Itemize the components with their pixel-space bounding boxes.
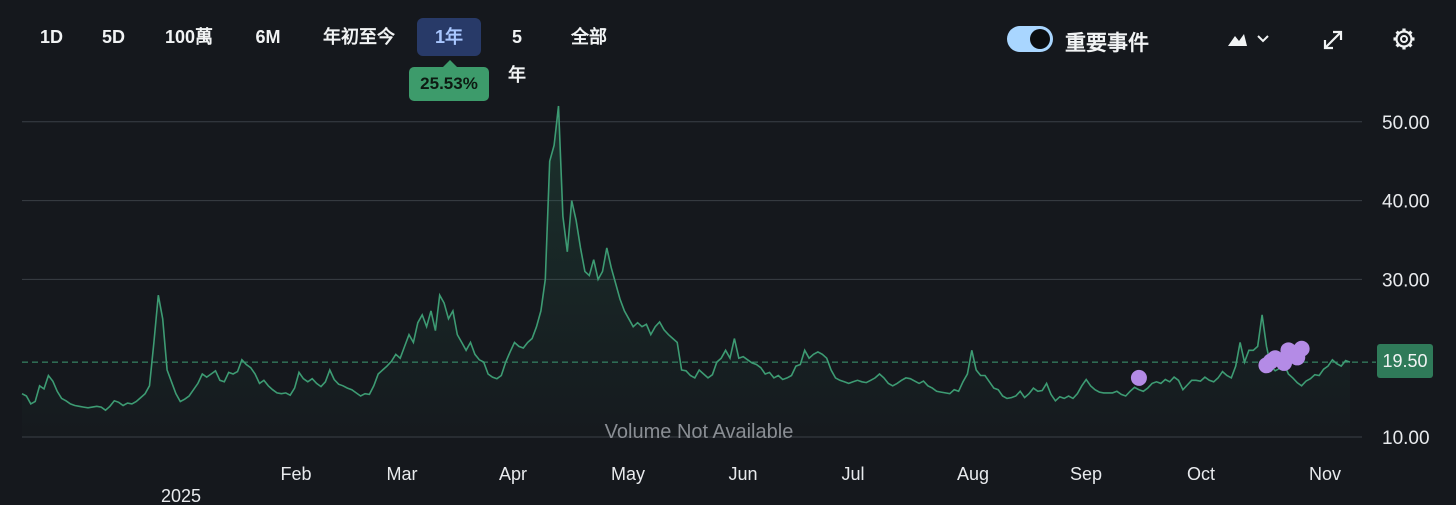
x-tick-label: Aug	[957, 464, 989, 484]
range-1y-button[interactable]: 1年	[417, 18, 481, 56]
events-toggle-label: 重要事件	[1065, 32, 1149, 55]
area-chart-icon	[1228, 34, 1247, 46]
x-tick-label: Oct	[1187, 464, 1215, 484]
event-marker[interactable]	[1130, 369, 1147, 386]
range-1d-button[interactable]: 1D	[40, 27, 64, 47]
x-tick-label: Nov	[1309, 464, 1341, 484]
x-tick-label: Apr	[499, 464, 527, 484]
y-tick-label: 40.00	[1382, 192, 1430, 213]
chevron-down-icon	[1257, 35, 1269, 43]
x-tick-label: Sep	[1070, 464, 1102, 484]
expand-icon	[1323, 30, 1343, 50]
series-line	[21, 105, 1351, 412]
event-marker[interactable]	[1276, 354, 1293, 371]
settings-button[interactable]	[1390, 24, 1418, 54]
x-tick-label: May	[611, 464, 645, 484]
x-tick-label: Feb	[280, 464, 311, 484]
y-tick-label: 50.00	[1382, 113, 1430, 134]
range-100m-button[interactable]: 100萬	[164, 27, 214, 47]
gear-icon	[1393, 28, 1415, 50]
expand-button[interactable]	[1320, 24, 1346, 54]
y-tick-label: 30.00	[1382, 270, 1430, 291]
event-marker[interactable]	[1293, 340, 1310, 357]
volume-note: Volume Not Available	[605, 421, 794, 443]
x-tick-label: 2025	[161, 486, 201, 505]
return-badge: 25.53%	[409, 60, 489, 101]
chart-type-button[interactable]	[1226, 24, 1276, 54]
range-all-button[interactable]: 全部	[571, 27, 607, 47]
toggle-knob	[1030, 29, 1050, 49]
current-value-badge: 19.50	[1377, 344, 1433, 378]
y-tick-label: 10.00	[1382, 428, 1430, 449]
range-toolbar: 1D 5D 100萬 6M 年初至今 1年 5年 全部	[0, 18, 1456, 85]
events-toggle[interactable]	[1007, 26, 1053, 52]
x-tick-label: Mar	[387, 464, 418, 484]
x-tick-label: Jun	[728, 464, 757, 484]
series-area	[22, 106, 1350, 437]
range-ytd-button[interactable]: 年初至今	[323, 27, 395, 47]
range-5d-button[interactable]: 5D	[102, 27, 126, 47]
range-5y-button[interactable]: 5年	[508, 27, 526, 85]
x-tick-label: Jul	[841, 464, 864, 484]
range-6m-button[interactable]: 6M	[255, 27, 281, 47]
